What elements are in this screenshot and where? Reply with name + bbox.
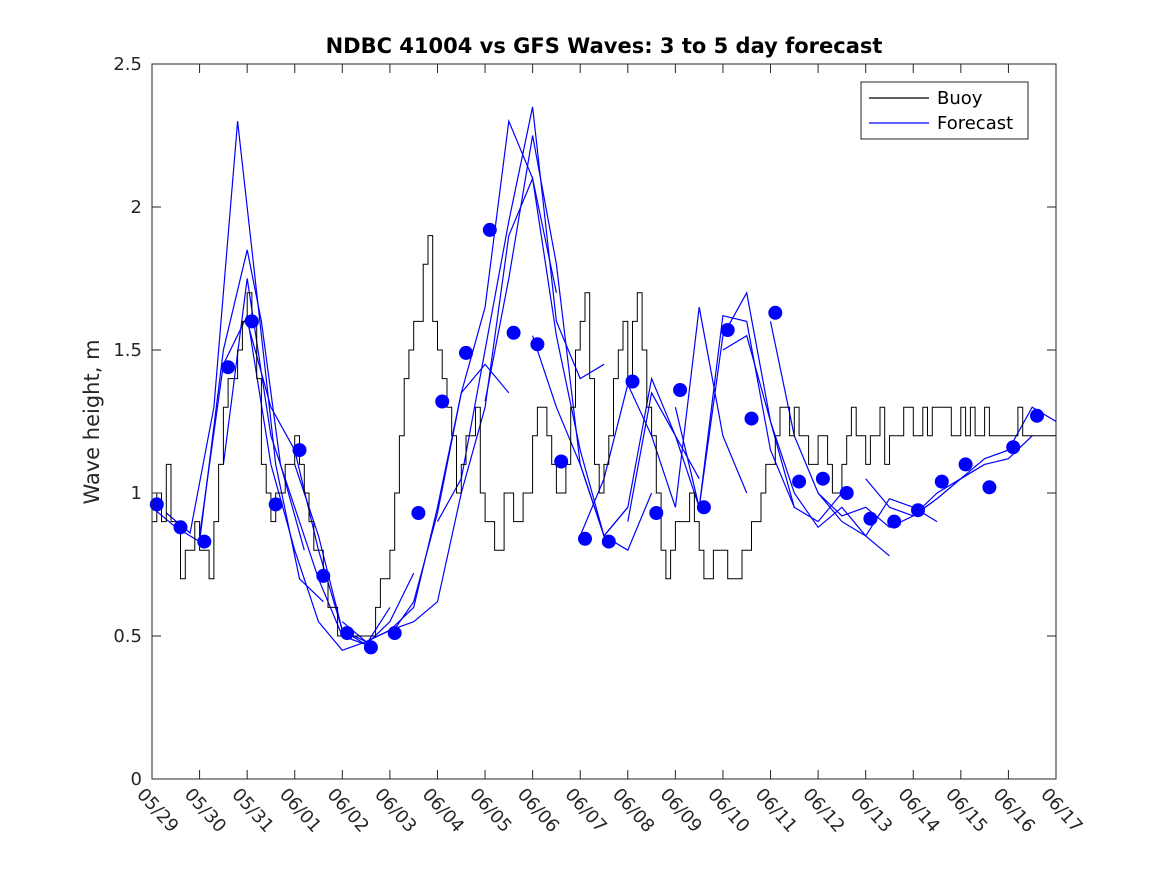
forecast-line-run	[674, 291, 843, 523]
legend: Buoy Forecast	[860, 81, 1029, 140]
forecast-marker-point	[982, 480, 997, 495]
forecast-marker-point	[292, 443, 307, 458]
forecast-marker-point	[768, 305, 783, 320]
forecast-line-run	[199, 313, 367, 652]
y-tick-label: 0.5	[113, 626, 142, 647]
forecast-marker-point	[268, 497, 283, 512]
forecast-marker-point	[934, 474, 949, 489]
forecast-marker-point	[958, 457, 973, 472]
buoy-series-group	[152, 235, 1056, 637]
forecast-marker-point	[387, 626, 402, 641]
forecast-marker-point	[601, 534, 616, 549]
forecast-marker-point	[340, 626, 355, 641]
y-tick-label: 1.5	[113, 340, 142, 361]
forecast-marker-point	[435, 394, 450, 409]
forecast-line-run	[389, 118, 557, 637]
forecast-marker-point	[554, 454, 569, 469]
forecast-line-run	[436, 106, 605, 522]
y-axis-label: Wave height, m	[80, 339, 104, 504]
legend-label: Forecast	[937, 113, 1013, 134]
forecast-marker-point	[221, 360, 236, 375]
y-tick-label: 2.5	[113, 54, 142, 75]
forecast-line-run	[532, 335, 700, 538]
forecast-marker-point	[720, 323, 735, 337]
forecast-marker-point	[696, 500, 711, 515]
forecast-line-run	[246, 321, 415, 646]
forecast-marker-point	[459, 345, 473, 360]
forecast-line-run	[484, 135, 653, 552]
forecast-marker-point	[839, 486, 854, 500]
y-axis: 0 0.5 1 1.5 2 2.5	[113, 54, 1056, 790]
forecast-marker-point	[411, 506, 426, 520]
forecast-line-run	[579, 306, 748, 537]
forecast-marker-point	[173, 520, 188, 535]
forecast-marker-point	[649, 506, 664, 520]
forecast-marker-point	[815, 471, 830, 486]
forecast-marker-point	[530, 337, 545, 352]
plot-area-frame	[151, 63, 1057, 780]
forecast-line-run	[722, 334, 890, 557]
forecast-marker-point	[1030, 408, 1044, 423]
forecast-line-run	[627, 314, 795, 522]
chart-title: NDBC 41004 vs GFS Waves: 3 to 5 day fore…	[326, 34, 883, 58]
forecast-line-run	[769, 321, 938, 537]
buoy-line	[152, 235, 1056, 637]
y-tick-label: 1	[131, 483, 142, 504]
forecast-line-run	[912, 406, 1056, 517]
forecast-marker-point	[506, 325, 521, 340]
forecast-marker-point	[911, 503, 925, 518]
forecast-marker-point	[578, 531, 592, 546]
forecast-line-run	[222, 278, 391, 646]
forecast-marker-point	[744, 411, 759, 426]
forecast-marker-point	[197, 534, 212, 549]
forecast-marker-point	[482, 222, 497, 237]
forecast-line-run	[817, 463, 985, 529]
legend-label: Buoy	[937, 88, 983, 109]
forecast-marker-point	[863, 511, 878, 526]
forecast-marker-point	[363, 640, 378, 655]
legend-box	[860, 81, 1029, 140]
forecast-marker-point	[316, 568, 331, 583]
forecast-marker-point	[625, 374, 640, 389]
forecast-series-group	[152, 106, 1056, 652]
forecast-line-run	[165, 121, 324, 603]
forecast-marker-point	[1006, 440, 1021, 455]
forecast-marker-point	[792, 474, 807, 489]
forecast-marker-point	[887, 514, 902, 529]
forecast-markers-group	[149, 222, 1044, 655]
forecast-marker-point	[244, 314, 259, 329]
y-tick-label: 2	[131, 197, 142, 218]
forecast-marker-point	[673, 383, 688, 397]
y-tick-label: 0	[131, 769, 142, 790]
forecast-marker-point	[149, 497, 164, 512]
